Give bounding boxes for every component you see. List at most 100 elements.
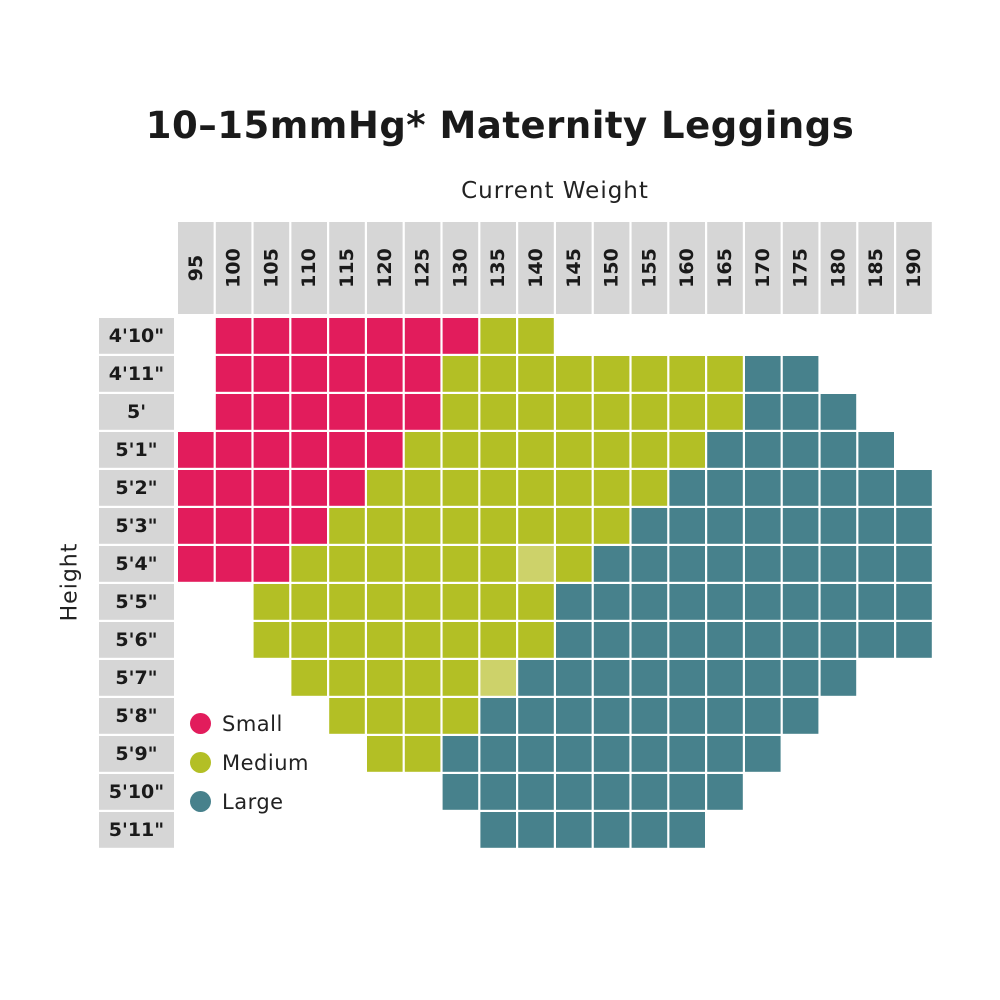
size-cell-small xyxy=(329,394,365,430)
size-cell-large xyxy=(669,812,705,848)
weight-header-cell xyxy=(253,222,290,314)
height-tick-label: 5'10" xyxy=(109,781,164,803)
size-cell-large xyxy=(707,698,743,734)
legend-label-small: Small xyxy=(222,711,283,736)
size-cell-medium xyxy=(556,546,592,582)
size-cell-large xyxy=(745,546,781,582)
size-cell-small xyxy=(404,394,441,430)
weight-header-cell xyxy=(556,222,592,314)
size-cell-large xyxy=(782,698,819,734)
height-tick-label: 5'9" xyxy=(115,743,157,765)
size-cell-small xyxy=(253,508,290,544)
size-cell-large xyxy=(707,584,743,620)
weight-header-cell xyxy=(707,222,743,314)
size-cell-large xyxy=(669,774,705,810)
size-cell-medium xyxy=(291,584,327,620)
height-tick-label: 5'3" xyxy=(115,515,157,537)
size-cell-large xyxy=(707,470,743,506)
size-cell-medium xyxy=(556,356,592,392)
size-cell-medium xyxy=(480,356,516,392)
size-cell-small xyxy=(215,546,252,582)
size-cell-medium xyxy=(442,508,479,544)
size-cell-medium xyxy=(518,356,554,392)
height-tick-label: 4'10" xyxy=(109,325,164,347)
size-cell-large xyxy=(518,812,554,848)
size-cell-medium xyxy=(631,394,668,430)
size-cell-small xyxy=(178,508,214,544)
size-cell-large xyxy=(480,774,516,810)
size-cell-medium xyxy=(669,432,705,468)
weight-header-cell xyxy=(367,222,403,314)
size-cell-large xyxy=(669,470,705,506)
weight-header-cell xyxy=(480,222,516,314)
size-cell-small xyxy=(442,318,479,354)
size-cell-small xyxy=(367,394,403,430)
weight-tick-label: 100 xyxy=(223,248,245,288)
height-tick-label: 5'11" xyxy=(109,819,164,841)
size-cell-small xyxy=(215,432,252,468)
size-cell-large xyxy=(556,736,592,772)
size-cell-medium xyxy=(442,356,479,392)
weight-tick-label: 145 xyxy=(563,248,585,288)
size-cell-large xyxy=(896,546,932,582)
height-header-cell xyxy=(99,546,174,582)
weight-tick-label: 130 xyxy=(449,248,471,288)
size-cell-large xyxy=(593,546,630,582)
weight-header-cell xyxy=(329,222,365,314)
size-cell-medium xyxy=(404,470,441,506)
size-cell-medium xyxy=(556,470,592,506)
size-cell-large xyxy=(518,736,554,772)
size-cell-large xyxy=(782,356,819,392)
weight-header-cell xyxy=(858,222,894,314)
size-cell-medium xyxy=(518,584,554,620)
size-cell-large xyxy=(782,394,819,430)
size-cell-large xyxy=(669,508,705,544)
size-cell-medium xyxy=(404,736,441,772)
size-cell-large xyxy=(442,736,479,772)
x-axis-label: Current Weight xyxy=(461,178,649,204)
legend-item-large: Large xyxy=(190,782,309,821)
height-header-cell xyxy=(99,584,174,620)
size-cell-large xyxy=(782,660,819,696)
size-cell-medium xyxy=(329,698,365,734)
size-cell-large xyxy=(556,584,592,620)
height-header-cell xyxy=(99,774,174,810)
size-cell-large xyxy=(518,774,554,810)
size-cell-medium xyxy=(707,356,743,392)
size-cell-large xyxy=(896,622,932,658)
size-cell-large xyxy=(669,660,705,696)
size-cell-medium xyxy=(480,584,516,620)
size-cell-small xyxy=(291,356,327,392)
height-tick-label: 5'6" xyxy=(115,629,157,651)
size-cell-large xyxy=(707,660,743,696)
size-cell-large xyxy=(820,546,857,582)
size-cell-large xyxy=(782,508,819,544)
size-cell-medium xyxy=(518,432,554,468)
size-cell-large xyxy=(858,470,894,506)
size-cell-medium xyxy=(593,356,630,392)
weight-tick-label: 150 xyxy=(601,248,623,288)
size-cell-medium xyxy=(518,394,554,430)
size-cell-large xyxy=(745,432,781,468)
size-cell-large xyxy=(858,508,894,544)
legend-swatch-large xyxy=(190,791,211,812)
size-cell-medium xyxy=(367,546,403,582)
size-cell-medium xyxy=(329,622,365,658)
weight-header-cell xyxy=(593,222,630,314)
size-cell-large xyxy=(782,470,819,506)
size-cell-medium xyxy=(291,660,327,696)
size-cell-large xyxy=(556,622,592,658)
size-cell-large xyxy=(782,546,819,582)
size-cell-medium xyxy=(631,432,668,468)
weight-tick-label: 125 xyxy=(412,248,434,288)
size-cell-small xyxy=(291,432,327,468)
size-cell-large xyxy=(593,584,630,620)
size-cell-small xyxy=(253,432,290,468)
size-cell-medium xyxy=(631,356,668,392)
size-cell-large xyxy=(858,546,894,582)
size-cell-large xyxy=(669,622,705,658)
size-cell-large xyxy=(631,546,668,582)
weight-tick-label: 115 xyxy=(336,248,358,288)
size-cell-large xyxy=(556,774,592,810)
